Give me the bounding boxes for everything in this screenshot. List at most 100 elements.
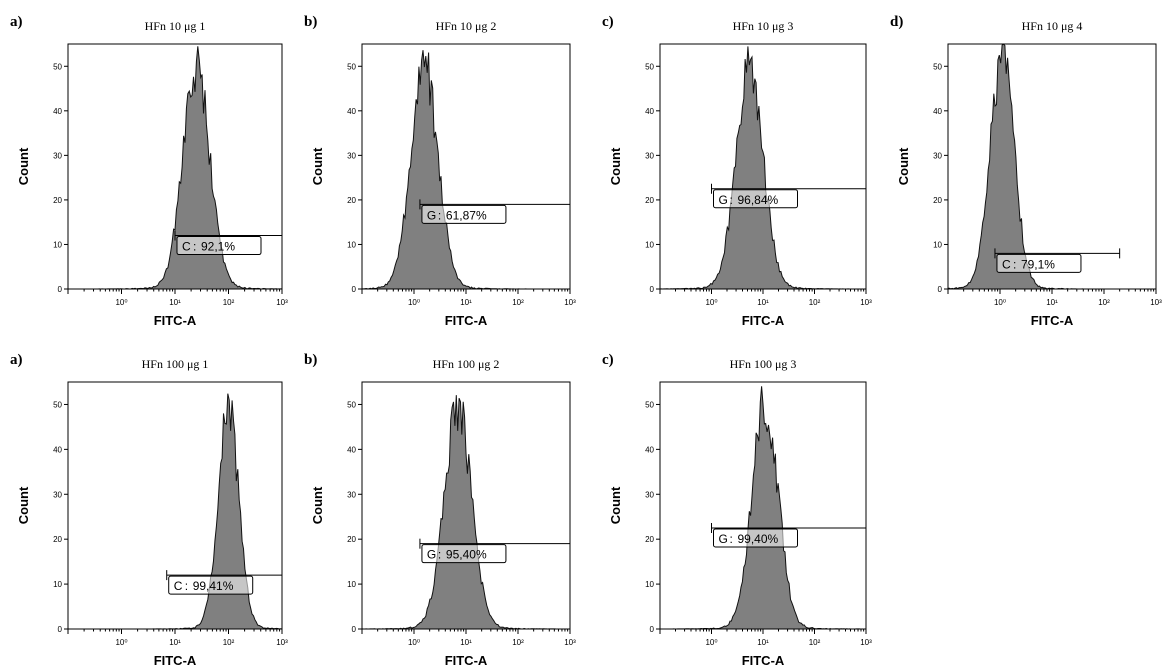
x-tick-label: 10³ [1150, 298, 1162, 307]
y-tick-label: 50 [347, 62, 356, 71]
y-tick-label: 10 [645, 580, 654, 589]
gate-label-box [176, 236, 262, 256]
gate-separator: : [730, 193, 733, 207]
x-tick-label: 10³ [860, 298, 872, 307]
y-tick-label: 30 [347, 490, 356, 499]
y-tick-label: 10 [347, 240, 356, 249]
gate-letter: C [174, 579, 183, 593]
gate-value: 95,40% [446, 548, 487, 562]
y-tick-label: 0 [352, 285, 357, 294]
gate-separator: : [185, 579, 188, 593]
y-axis-label: Count [608, 486, 623, 524]
gate-letter: G [719, 532, 728, 546]
y-tick-label: 50 [53, 400, 62, 409]
gate-letter: G [427, 548, 436, 562]
plot-frame [361, 43, 571, 290]
x-tick-label: 10² [512, 298, 524, 307]
gate-label-box [421, 544, 507, 564]
y-axis-label: Count [310, 486, 325, 524]
y-tick-label: 10 [645, 240, 654, 249]
panel-letter: c) [602, 14, 614, 30]
gate-label: C:92,1% [176, 236, 262, 256]
x-tick-label: 10¹ [1046, 298, 1058, 307]
y-tick-label: 20 [347, 535, 356, 544]
y-axis-label: Count [896, 147, 911, 185]
y-tick-label: 0 [58, 285, 63, 294]
gate-letter: C [1002, 257, 1011, 271]
gate-letter: G [427, 208, 436, 222]
y-tick-label: 30 [347, 151, 356, 160]
gate-label: C:99,41% [168, 575, 254, 595]
y-tick-label: 30 [53, 490, 62, 499]
y-tick-label: 0 [650, 625, 655, 634]
panel-letter: a) [10, 352, 23, 368]
histogram-panel-5: a) HFn 100 μg 1 C:99,41% 0 10 20 30 40 50 10⁰ 10¹ 1… [10, 352, 288, 668]
y-tick-label: 40 [53, 107, 62, 116]
x-axis-label: FITC-A [154, 653, 197, 668]
panel-title: HFn 100 μg 3 [730, 357, 797, 371]
gate-label: C:79,1% [996, 253, 1082, 273]
y-tick-label: 40 [933, 107, 942, 116]
x-tick-label: 10² [809, 638, 821, 647]
x-tick-label: 10³ [276, 298, 288, 307]
x-tick-label: 10³ [276, 638, 288, 647]
y-tick-label: 40 [645, 107, 654, 116]
panel-letter: d) [890, 14, 903, 30]
histogram-panel-2: b) HFn 10 μg 2 G:61,87% 0 10 20 30 40 50 10⁰ 10¹ 10… [304, 14, 576, 328]
y-tick-label: 10 [347, 580, 356, 589]
x-tick-label: 10¹ [757, 298, 769, 307]
histogram-area [361, 50, 570, 290]
x-tick-label: 10² [809, 298, 821, 307]
panel-letter: a) [10, 14, 23, 30]
histogram-area [947, 43, 1156, 290]
gate-value: 99,40% [738, 532, 779, 546]
gate-label: G:96,84% [713, 189, 798, 209]
y-tick-label: 10 [53, 240, 62, 249]
gate-label: G:61,87% [421, 204, 507, 224]
y-tick-label: 0 [58, 625, 63, 634]
y-tick-label: 0 [938, 285, 943, 294]
y-tick-label: 0 [650, 285, 655, 294]
x-tick-label: 10² [512, 638, 524, 647]
y-tick-label: 40 [347, 445, 356, 454]
histogram-area [361, 395, 570, 630]
panel-letter: c) [602, 352, 614, 368]
histogram-area [660, 386, 866, 630]
y-tick-label: 50 [645, 400, 654, 409]
x-tick-label: 10¹ [169, 638, 181, 647]
y-tick-label: 20 [645, 535, 654, 544]
histogram-panel-6: b) HFn 100 μg 2 G:95,40% 0 10 20 30 40 50 10⁰ 10¹ 1… [304, 352, 576, 668]
gate-separator: : [1013, 257, 1016, 271]
histogram-panel-7: c) HFn 100 μg 3 G:99,40% 0 10 20 30 40 50 10⁰ 10¹ 1… [602, 352, 872, 668]
y-axis-label: Count [16, 147, 31, 185]
y-tick-label: 40 [53, 445, 62, 454]
panel-title: HFn 10 μg 1 [145, 19, 206, 33]
x-tick-label: 10¹ [169, 298, 181, 307]
x-tick-label: 10¹ [460, 638, 472, 647]
gate-separator: : [438, 208, 441, 222]
gate-separator: : [730, 532, 733, 546]
y-axis-label: Count [310, 147, 325, 185]
y-tick-label: 50 [645, 62, 654, 71]
x-tick-label: 10³ [860, 638, 872, 647]
y-tick-label: 20 [53, 535, 62, 544]
y-tick-label: 40 [347, 107, 356, 116]
panel-title: HFn 10 μg 3 [733, 19, 794, 33]
y-tick-label: 10 [933, 240, 942, 249]
gate-letter: C [182, 240, 191, 254]
y-tick-label: 40 [645, 445, 654, 454]
gate-label: G:95,40% [421, 544, 507, 564]
panel-title: HFn 10 μg 4 [1022, 19, 1083, 33]
x-tick-label: 10⁰ [115, 298, 127, 307]
gate-label: G:99,40% [713, 528, 798, 548]
x-axis-label: FITC-A [445, 313, 488, 328]
y-tick-label: 20 [53, 196, 62, 205]
gate-label-box [168, 575, 254, 595]
gate-separator: : [438, 548, 441, 562]
y-tick-label: 0 [352, 625, 357, 634]
x-tick-label: 10⁰ [115, 638, 127, 647]
y-tick-label: 50 [347, 400, 356, 409]
x-tick-label: 10⁰ [705, 298, 717, 307]
gate-separator: : [193, 240, 196, 254]
